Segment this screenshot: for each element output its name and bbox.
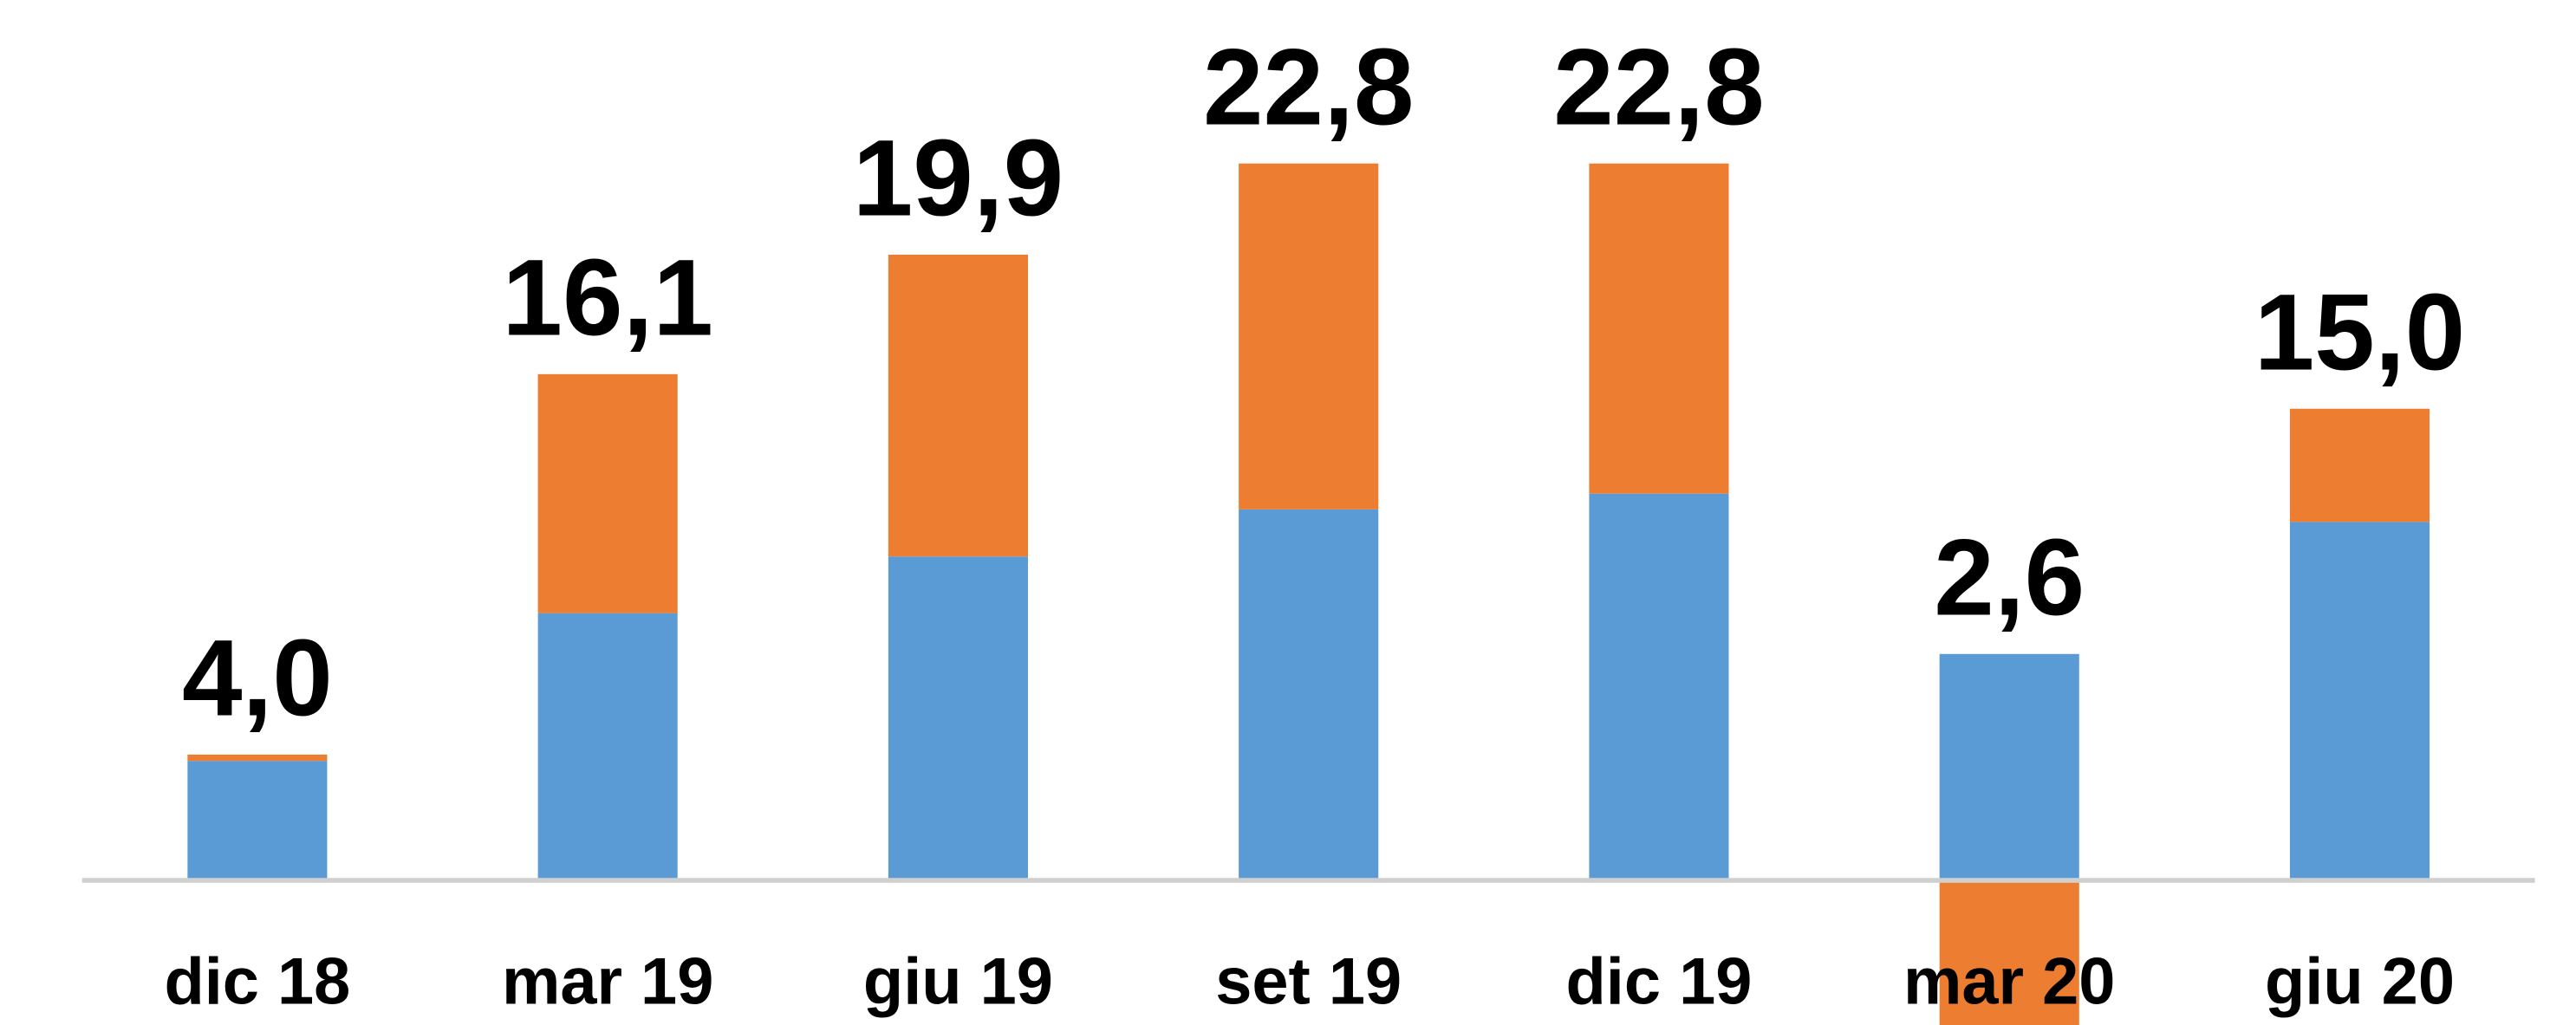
bar-segment bbox=[888, 556, 1028, 881]
bar-segment bbox=[1939, 653, 2079, 881]
bar-segment bbox=[537, 613, 678, 881]
bar-segment bbox=[1939, 880, 2079, 1025]
total-label: 4,0 bbox=[182, 619, 333, 739]
total-label: 22,8 bbox=[1203, 27, 1414, 147]
x-tick-label: dic 18 bbox=[164, 944, 350, 1018]
total-label: 19,9 bbox=[853, 119, 1064, 239]
x-tick-label: mar 20 bbox=[1903, 944, 2115, 1018]
x-tick-label: mar 19 bbox=[502, 944, 713, 1018]
bar-segment bbox=[2289, 408, 2430, 522]
total-label: 15,0 bbox=[2254, 272, 2465, 392]
bar-segment bbox=[1239, 163, 1379, 509]
bar-segment bbox=[537, 373, 678, 613]
x-tick-label: set 19 bbox=[1215, 944, 1402, 1018]
bar-segment bbox=[187, 754, 328, 762]
bar-segment bbox=[1239, 509, 1379, 881]
x-tick-label: giu 19 bbox=[863, 944, 1053, 1018]
bar-segment bbox=[187, 761, 328, 881]
total-label: 22,8 bbox=[1553, 27, 1764, 147]
total-label: 2,6 bbox=[1934, 517, 2085, 638]
x-tick-label: dic 19 bbox=[1566, 944, 1753, 1018]
x-tick-label: giu 20 bbox=[2265, 944, 2455, 1018]
bar-segment bbox=[888, 254, 1028, 557]
bar-segment bbox=[1589, 493, 1729, 881]
bar-segment bbox=[1589, 163, 1729, 494]
bar-segment bbox=[2289, 522, 2430, 881]
total-label: 16,1 bbox=[502, 237, 712, 358]
